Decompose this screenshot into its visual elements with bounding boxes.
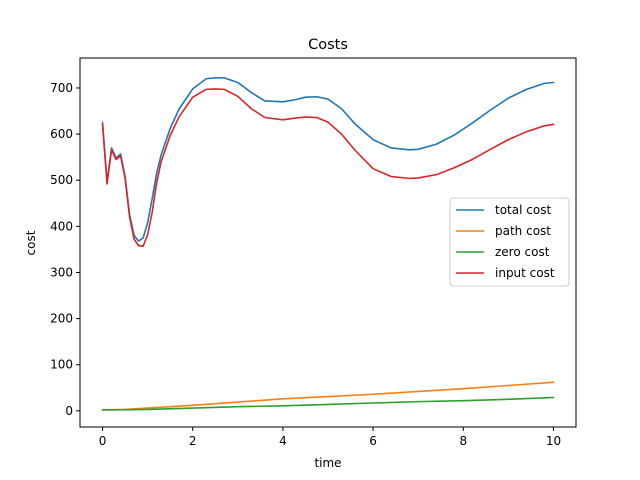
plot-frame xyxy=(79,57,577,428)
legend-label: path cost xyxy=(495,224,551,238)
y-axis-ticks: 0 100 200 300 400 500 600 700 xyxy=(50,81,80,418)
x-axis-title: time xyxy=(314,456,341,470)
x-tick-label: 8 xyxy=(459,434,467,448)
series-line-input-cost xyxy=(101,88,555,247)
y-tick-label: 500 xyxy=(50,173,73,187)
legend-label: zero cost xyxy=(495,245,550,259)
legend-label: total cost xyxy=(495,203,551,217)
legend-frame xyxy=(449,197,570,287)
y-tick-label: 100 xyxy=(50,358,73,372)
chart-title: Costs xyxy=(308,37,348,53)
y-tick-label: 700 xyxy=(50,81,73,95)
y-tick-label: 400 xyxy=(50,219,73,233)
series-line-zero-cost xyxy=(101,396,555,411)
y-tick-label: 600 xyxy=(50,127,73,141)
legend-label: input cost xyxy=(495,266,555,280)
y-tick-label: 200 xyxy=(50,312,73,326)
y-tick-label: 0 xyxy=(65,404,73,418)
x-tick-label: 10 xyxy=(546,434,561,448)
y-axis-title: cost xyxy=(24,230,38,255)
x-tick-label: 4 xyxy=(279,434,287,448)
x-tick-label: 0 xyxy=(99,434,107,448)
y-tick-label: 300 xyxy=(50,265,73,279)
legend: total cost path cost zero cost input cost xyxy=(449,197,570,287)
x-axis-ticks: 0 2 4 6 8 10 xyxy=(99,427,561,448)
series-line-path-cost xyxy=(101,381,555,411)
x-tick-label: 2 xyxy=(189,434,197,448)
plot-lines xyxy=(101,77,555,411)
x-tick-label: 6 xyxy=(369,434,377,448)
